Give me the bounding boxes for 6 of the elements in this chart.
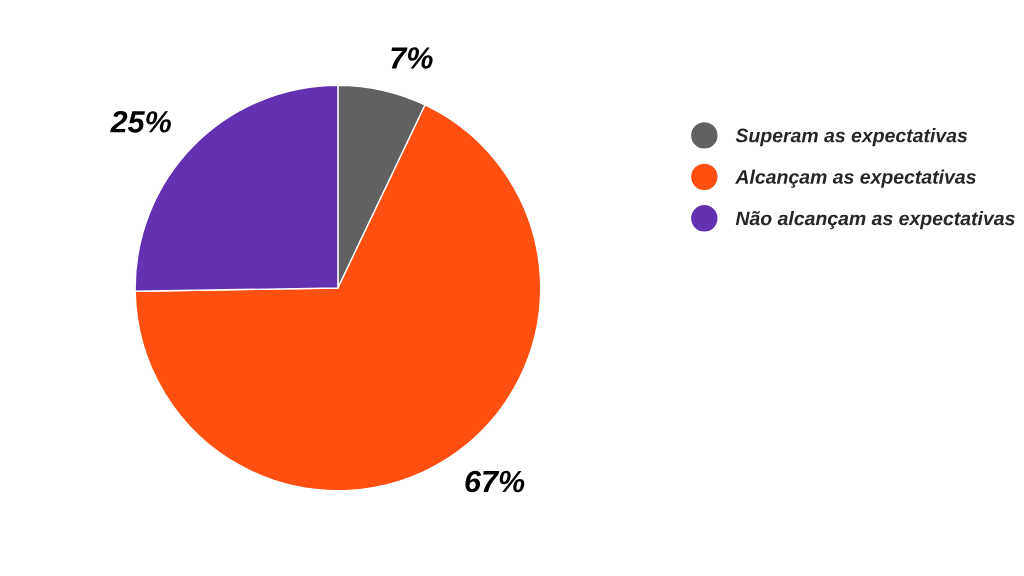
legend-label: Não alcançam as expectativas [735, 211, 1015, 230]
data-label: 67% [465, 470, 525, 493]
data-label: 25% [110, 111, 171, 133]
data-label: 7% [391, 47, 433, 69]
legend-label: Superam as expectativas [735, 128, 968, 147]
legend-label: Alcançam as expectativas [735, 169, 976, 188]
